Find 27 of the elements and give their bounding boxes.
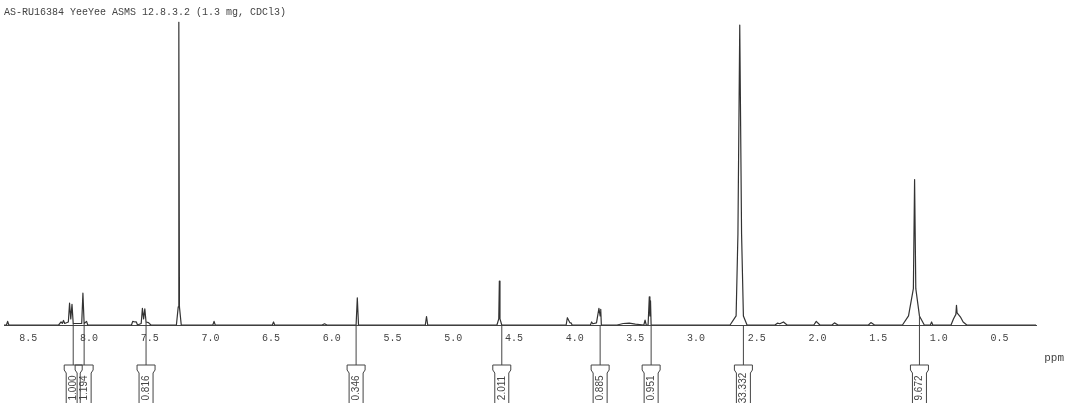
annotation: 0.816 [139,375,151,401]
annotation: 1.194 [77,375,89,401]
x-tick-label: 4.5 [504,332,523,344]
x-tick-label: 1.5 [869,332,888,344]
annotation: 9.672 [913,375,925,401]
x-tick-label: 0.5 [990,332,1009,344]
x-tick-label: 6.0 [322,332,341,344]
x-tick-label: 4.0 [565,332,584,344]
annotation: 33.332 [737,372,749,404]
x-tick-label: 5.5 [383,332,402,344]
x-tick-label: 3.0 [687,332,706,344]
x-tick-label: 8.5 [19,332,38,344]
annotation: 0.885 [593,375,605,401]
x-tick-label: 5.0 [444,332,463,344]
x-tick-label: 2.0 [808,332,827,344]
x-tick-label: 3.5 [626,332,645,344]
annotation: 1.000 [66,375,78,401]
annotation: 0.951 [644,375,656,401]
x-tick-label: 1.0 [929,332,948,344]
chart-title: AS-RU16384 YeeYee ASMS 12.8.3.2 (1.3 mg, CDCl3) [4,6,287,18]
annotation: 2.011 [495,375,507,401]
x-tick-label: 6.5 [262,332,281,344]
x-tick-label: 2.5 [747,332,766,344]
x-tick-label: 7.0 [201,332,220,344]
annotation: 0.346 [349,375,361,401]
x-tick-label: 7.5 [140,332,159,344]
x-axis-title: ppm [1044,352,1065,365]
